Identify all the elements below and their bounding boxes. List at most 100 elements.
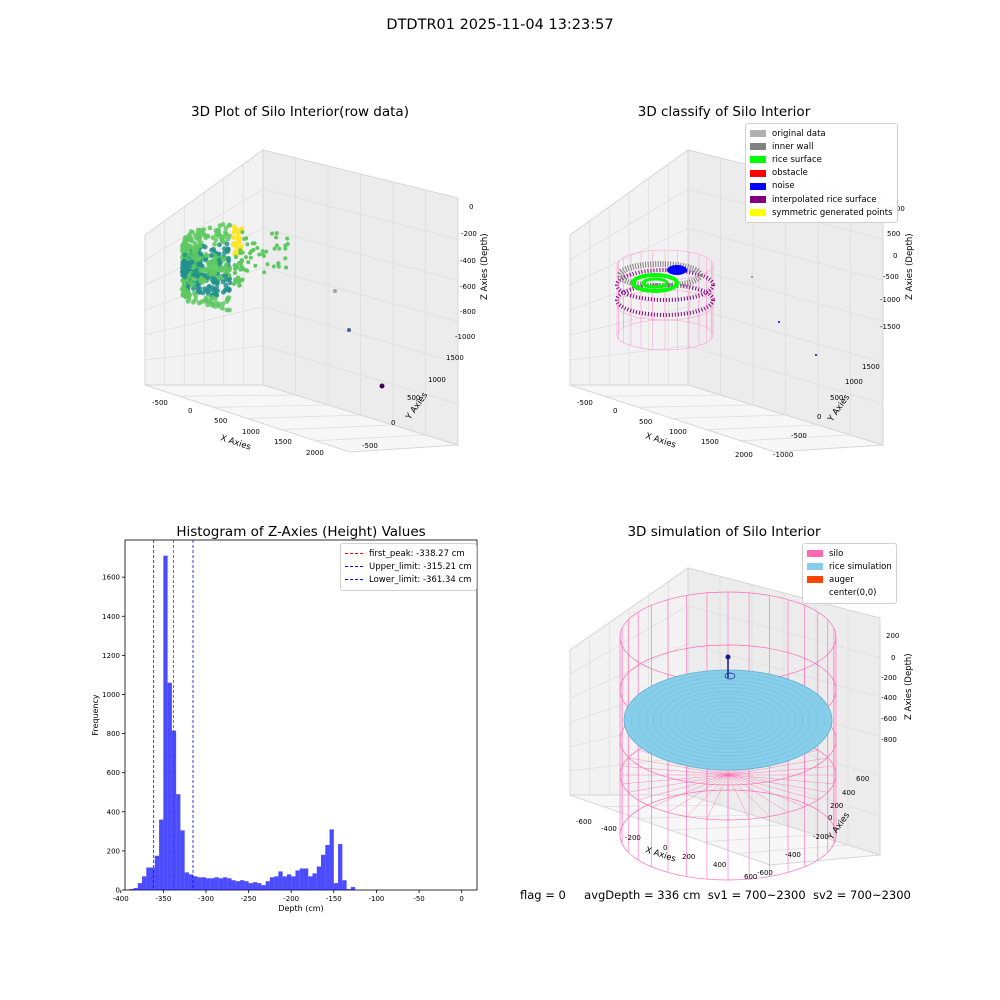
raw-point bbox=[276, 261, 281, 266]
raw-point bbox=[219, 238, 225, 243]
histogram-bar bbox=[265, 881, 270, 890]
histogram-bar bbox=[227, 878, 232, 890]
grid-line bbox=[706, 424, 819, 431]
raw-point bbox=[220, 301, 226, 307]
raw-point bbox=[190, 299, 196, 305]
legend-item: Lower_limit: -361.34 cm bbox=[345, 573, 472, 586]
silo-floor-line bbox=[622, 766, 729, 776]
histogram-xtick-label: -350 bbox=[155, 895, 171, 903]
histogram-bar bbox=[248, 883, 253, 890]
panel3-xlabel: Depth (cm) bbox=[278, 904, 323, 913]
panel1-ztick: 0 bbox=[469, 203, 473, 211]
histogram-xtick-label: -200 bbox=[283, 895, 299, 903]
panel4-xtick: 200 bbox=[682, 853, 695, 861]
histogram-bar bbox=[282, 876, 287, 890]
raw-point bbox=[209, 252, 215, 258]
classify-ring bbox=[615, 268, 715, 302]
raw-point bbox=[220, 257, 226, 263]
raw-point bbox=[216, 303, 222, 309]
legend-swatch bbox=[750, 130, 766, 138]
raw-point bbox=[210, 235, 216, 240]
rice-surface-grid bbox=[704, 708, 752, 732]
legend-item: inner wall bbox=[750, 140, 893, 153]
histogram-bar bbox=[133, 888, 138, 890]
raw-point bbox=[182, 252, 188, 258]
silo-floor-line bbox=[727, 774, 805, 808]
panel2-legend: original data inner wall rice surface ob… bbox=[745, 123, 898, 224]
raw-point bbox=[240, 267, 245, 272]
raw-point bbox=[232, 225, 237, 231]
panel4-xlabel: X Axies bbox=[644, 845, 677, 864]
raw-point bbox=[274, 243, 279, 248]
raw-point bbox=[192, 268, 198, 274]
legend-swatch bbox=[750, 156, 766, 164]
panel4-plot: -600 -400 -200 0 200 400 600 -600 -400 -… bbox=[569, 567, 914, 881]
histogram-bar bbox=[269, 877, 275, 890]
grid-line bbox=[636, 814, 753, 819]
raw-point bbox=[238, 261, 243, 266]
panel2-ytick: 1000 bbox=[845, 378, 863, 386]
raw-point bbox=[218, 275, 224, 281]
rice-surface-grid bbox=[652, 683, 804, 757]
legend-label: Lower_limit: -361.34 cm bbox=[369, 574, 472, 585]
classify-outlier bbox=[778, 321, 780, 323]
raw-point bbox=[237, 283, 242, 288]
raw-point bbox=[217, 242, 222, 248]
raw-point bbox=[182, 281, 188, 287]
raw-point bbox=[272, 246, 277, 251]
panel2-ztick: 500 bbox=[887, 230, 900, 238]
flag-text: flag = 0 bbox=[520, 888, 566, 902]
panel4-ytick: -600 bbox=[757, 869, 773, 877]
legend-label: silo bbox=[829, 548, 844, 559]
histogram-xtick-label: 0 bbox=[459, 895, 463, 903]
legend-line bbox=[345, 553, 363, 555]
raw-point bbox=[283, 246, 288, 251]
panel4-auger bbox=[724, 654, 736, 680]
raw-point bbox=[207, 225, 213, 231]
panel4-xtick: 600 bbox=[744, 873, 757, 881]
raw-point bbox=[198, 251, 204, 257]
legend-swatch bbox=[807, 563, 823, 571]
panel1-xlabel: X Axies bbox=[219, 433, 252, 452]
raw-point bbox=[223, 225, 229, 231]
grid-line bbox=[604, 394, 721, 397]
histogram-xtick-label: -250 bbox=[241, 895, 257, 903]
grid-line bbox=[669, 824, 785, 831]
raw-point bbox=[201, 231, 207, 237]
raw-point bbox=[211, 279, 216, 285]
raw-outlier bbox=[347, 328, 351, 332]
raw-point bbox=[180, 243, 185, 249]
raw-point bbox=[205, 234, 211, 239]
histogram-bar bbox=[201, 877, 206, 890]
panel2-ztick: -1000 bbox=[880, 296, 900, 304]
panel3-legend: first_peak: -338.27 cm Upper_limit: -315… bbox=[340, 543, 477, 591]
histogram-bar bbox=[299, 868, 304, 890]
silo-floor-line bbox=[727, 774, 828, 793]
raw-point bbox=[235, 275, 241, 280]
panel2-ytick: 500 bbox=[830, 394, 843, 402]
histogram-bar bbox=[338, 844, 343, 890]
panel1-xtick: -500 bbox=[152, 399, 168, 407]
legend-swatch bbox=[750, 209, 766, 217]
panel3-title: Histogram of Z-Axies (Height) Values bbox=[176, 524, 426, 540]
histogram-bar bbox=[329, 829, 334, 890]
panel2-plot: -500 0 500 1000 1500 2000 -1000 -500 0 5… bbox=[569, 149, 915, 459]
histogram-bar bbox=[291, 876, 296, 890]
silo-floor-line bbox=[622, 774, 729, 784]
raw-point bbox=[224, 307, 230, 313]
raw-point bbox=[231, 281, 237, 286]
raw-point bbox=[233, 266, 238, 271]
histogram-bar bbox=[171, 730, 177, 890]
raw-point bbox=[262, 270, 267, 275]
raw-point bbox=[184, 261, 189, 267]
legend-item: symmetric generated points bbox=[750, 206, 893, 219]
histogram-xticks: -400 -350 -300 -250 -200 -150 -100 -50 0 bbox=[113, 890, 464, 903]
grid-line bbox=[179, 394, 296, 397]
raw-point bbox=[232, 262, 238, 268]
histogram-xtick-label: -300 bbox=[198, 895, 214, 903]
raw-point bbox=[260, 249, 265, 254]
panel4-title: 3D simulation of Silo Interior bbox=[627, 524, 821, 540]
raw-point bbox=[198, 267, 204, 273]
histogram-bar bbox=[308, 876, 313, 890]
raw-point bbox=[216, 257, 222, 263]
